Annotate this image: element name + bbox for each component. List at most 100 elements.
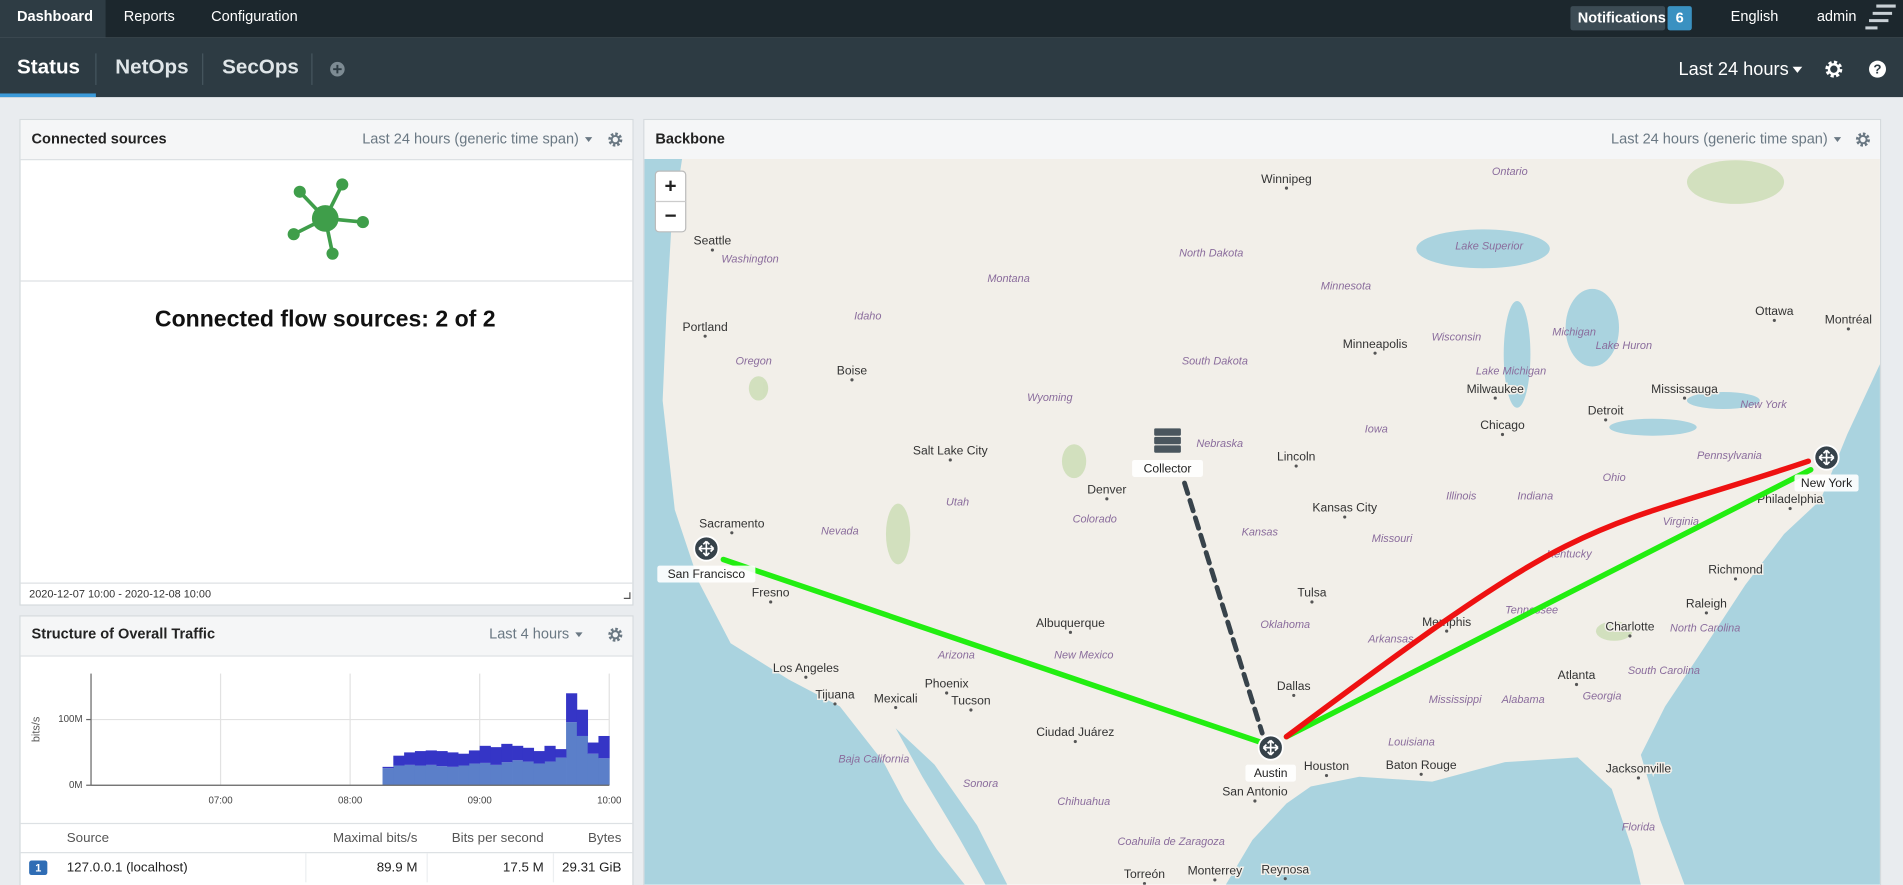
- server-icon[interactable]: [1154, 436, 1181, 445]
- area-step: [598, 758, 610, 786]
- link[interactable]: [1283, 458, 1812, 740]
- city-label: Houston: [1304, 759, 1349, 773]
- time-span[interactable]: Last 24 hours (generic time span): [362, 131, 579, 147]
- region-label: Louisiana: [1388, 737, 1435, 749]
- user[interactable]: admin: [1817, 9, 1857, 25]
- node-label[interactable]: New York: [1801, 476, 1853, 490]
- city-label: Ottawa: [1755, 304, 1794, 318]
- area-step: [414, 751, 427, 766]
- tab[interactable]: SecOps: [222, 55, 299, 78]
- city-label: Dallas: [1277, 679, 1311, 693]
- tab-separators: [95, 53, 313, 85]
- area-step: [544, 761, 556, 786]
- area-step: [512, 760, 524, 786]
- active-nav: [0, 0, 106, 38]
- area-step: [425, 750, 437, 765]
- city-label: Reynosa: [1261, 862, 1309, 876]
- time-span[interactable]: Last 24 hours (generic time span): [1611, 131, 1828, 147]
- city-label: San Antonio: [1222, 785, 1288, 799]
- city-dot: [945, 691, 949, 695]
- city-dot: [948, 458, 952, 462]
- city-label: Jacksonville: [1606, 762, 1672, 776]
- node[interactable]: Collector: [1132, 428, 1203, 477]
- table-cell: 17.5 M: [503, 859, 544, 874]
- region-label: North Dakota: [1179, 248, 1243, 260]
- area-step: [512, 745, 524, 761]
- region-label: Alabama: [1501, 694, 1545, 706]
- city-label: Boise: [837, 364, 868, 378]
- server-icon[interactable]: [1154, 445, 1181, 453]
- caret[interactable]: [575, 632, 583, 638]
- nav-item[interactable]: Configuration: [211, 9, 298, 25]
- column-header[interactable]: Bytes: [588, 830, 622, 845]
- notification-badge[interactable]: [1667, 6, 1692, 31]
- zoom-in[interactable]: +: [665, 174, 677, 197]
- city-label: Seattle: [694, 234, 732, 248]
- help-icon[interactable]: ?: [1869, 60, 1887, 78]
- notifications-label[interactable]: Notifications: [1578, 11, 1666, 27]
- traffic-chart: 07:00 08:00 09:00 10:00 0M 100M: [58, 673, 622, 807]
- region-label: Mississippi: [1429, 694, 1482, 706]
- notifications-button[interactable]: [1570, 6, 1666, 31]
- city-dot: [1292, 693, 1296, 698]
- city-label: Montréal: [1825, 313, 1872, 327]
- caret[interactable]: [584, 137, 593, 143]
- region-label: Oregon: [735, 356, 771, 368]
- table-cell: 127.0.0.1 (localhost): [67, 859, 188, 874]
- add-tab[interactable]: [330, 61, 345, 77]
- node[interactable]: New York: [1794, 444, 1859, 492]
- column-header[interactable]: Maximal bits/s: [333, 830, 418, 845]
- node[interactable]: Austin: [1245, 734, 1296, 782]
- region-label: Florida: [1622, 822, 1655, 834]
- language[interactable]: English: [1731, 9, 1779, 25]
- area-step: [522, 747, 535, 762]
- region-label: Minnesota: [1321, 280, 1371, 292]
- resize-handle[interactable]: [623, 592, 631, 599]
- city-dot: [1733, 577, 1738, 581]
- node-label[interactable]: Austin: [1254, 766, 1288, 780]
- link[interactable]: [720, 556, 1265, 746]
- nav-item[interactable]: Reports: [124, 9, 175, 25]
- city-dot: [969, 708, 973, 712]
- link[interactable]: [1283, 466, 1814, 740]
- area-step: [393, 765, 405, 786]
- area-step: [555, 757, 567, 786]
- caret[interactable]: [1833, 137, 1842, 143]
- city-dot: [833, 702, 837, 706]
- y-axis-label: bits/s: [30, 716, 42, 742]
- region-label: Idaho: [854, 311, 881, 323]
- link[interactable]: [1182, 480, 1265, 736]
- area-step: [501, 762, 513, 786]
- city-dot: [1373, 351, 1377, 355]
- zoom-out[interactable]: −: [665, 205, 677, 228]
- area-step: [447, 766, 459, 786]
- tab[interactable]: Status: [17, 55, 80, 78]
- node[interactable]: San Francisco: [657, 535, 756, 583]
- time-span[interactable]: Last 4 hours: [489, 627, 569, 643]
- notification-count[interactable]: 6: [1676, 11, 1684, 27]
- time-range[interactable]: Last 24 hours: [1678, 59, 1788, 79]
- city-dot: [1419, 772, 1423, 776]
- area-step: [382, 766, 394, 769]
- node-label[interactable]: Collector: [1144, 461, 1192, 475]
- region-label: Lake Superior: [1455, 240, 1523, 252]
- nav-item[interactable]: Dashboard: [17, 9, 93, 25]
- node-label[interactable]: San Francisco: [668, 567, 746, 581]
- server-icon[interactable]: [1154, 428, 1181, 436]
- area-step: [533, 763, 545, 786]
- region-label: Utah: [946, 496, 969, 508]
- caret[interactable]: [1792, 66, 1803, 73]
- area-step: [576, 735, 589, 786]
- area-step: [566, 722, 578, 786]
- gear-icon[interactable]: [608, 627, 623, 642]
- city-dot: [1284, 186, 1289, 190]
- map[interactable]: Ontario Washington North Dakota Montana Minn…: [644, 158, 1880, 885]
- column-header[interactable]: Bits per second: [452, 830, 544, 845]
- city-dot: [850, 378, 854, 382]
- region-label: Arizona: [937, 649, 975, 661]
- region-label: Wyoming: [1027, 392, 1072, 404]
- city-label: Kansas City: [1312, 501, 1378, 515]
- tab[interactable]: NetOps: [115, 55, 188, 78]
- city-label: Tulsa: [1297, 586, 1326, 600]
- column-header[interactable]: Source: [67, 830, 109, 845]
